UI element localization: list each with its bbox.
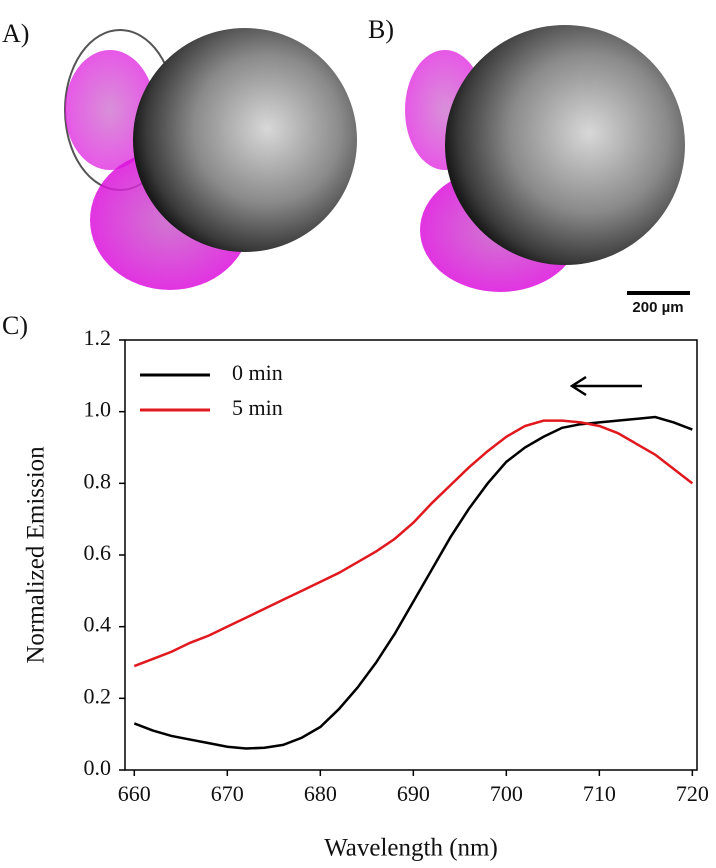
x-tick-label: 680 <box>304 781 337 806</box>
x-axis-title: Wavelength (nm) <box>324 835 498 862</box>
y-tick-label: 1.0 <box>84 397 112 422</box>
y-tick-label: 0.8 <box>84 468 112 493</box>
line-series <box>133 415 693 750</box>
y-tick-label: 0.6 <box>84 540 112 565</box>
scale-bar-label: 200 µm <box>632 299 683 316</box>
y-tick-label: 0.4 <box>84 612 112 637</box>
y-tick-label: 0.0 <box>84 755 112 780</box>
image-b <box>405 25 685 292</box>
plot-frame <box>124 339 698 771</box>
legend-label: 0 min <box>232 360 283 385</box>
panel-label: B) <box>368 15 394 44</box>
y-tick-label: 1.2 <box>84 325 112 350</box>
panel-label: C) <box>2 311 28 340</box>
x-tick-label: 670 <box>211 781 244 806</box>
arrow <box>569 375 642 397</box>
legend-label: 5 min <box>232 395 283 420</box>
panel-label: A) <box>2 19 29 48</box>
x-tick-label: 720 <box>676 781 709 806</box>
y-axis-title: Normalized Emission <box>23 446 50 664</box>
y-tick-label: 0.2 <box>84 683 112 708</box>
x-tick-label: 700 <box>490 781 523 806</box>
image-a <box>64 28 357 290</box>
x-tick-label: 660 <box>118 781 151 806</box>
x-tick-label: 710 <box>583 781 616 806</box>
x-tick-label: 690 <box>397 781 430 806</box>
line-series <box>133 419 694 668</box>
